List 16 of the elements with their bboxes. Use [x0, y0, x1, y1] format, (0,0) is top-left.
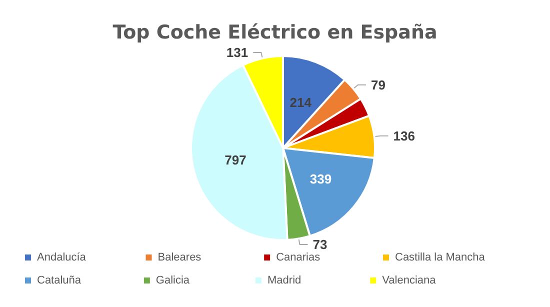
data-label: 797 — [224, 152, 246, 168]
data-label: 136 — [393, 128, 415, 144]
legend-label: Madrid — [268, 274, 356, 286]
legend-label: Castilla la Mancha — [395, 252, 504, 264]
data-label: 339 — [310, 172, 332, 187]
data-label: 79 — [370, 77, 386, 92]
data-label: 131 — [226, 44, 248, 60]
chart-title: Top Coche Eléctrico en España — [112, 22, 438, 44]
legend-label: Cataluña — [37, 274, 130, 286]
data-label: 214 — [290, 94, 312, 110]
legend-label: Canarias — [276, 252, 369, 264]
legend-label: Andalucía — [37, 252, 132, 264]
data-label: 73 — [312, 237, 328, 252]
legend-label: Galicia — [156, 274, 242, 286]
legend-label: Valenciana — [382, 274, 479, 286]
legend-label: Baleares — [158, 252, 250, 264]
